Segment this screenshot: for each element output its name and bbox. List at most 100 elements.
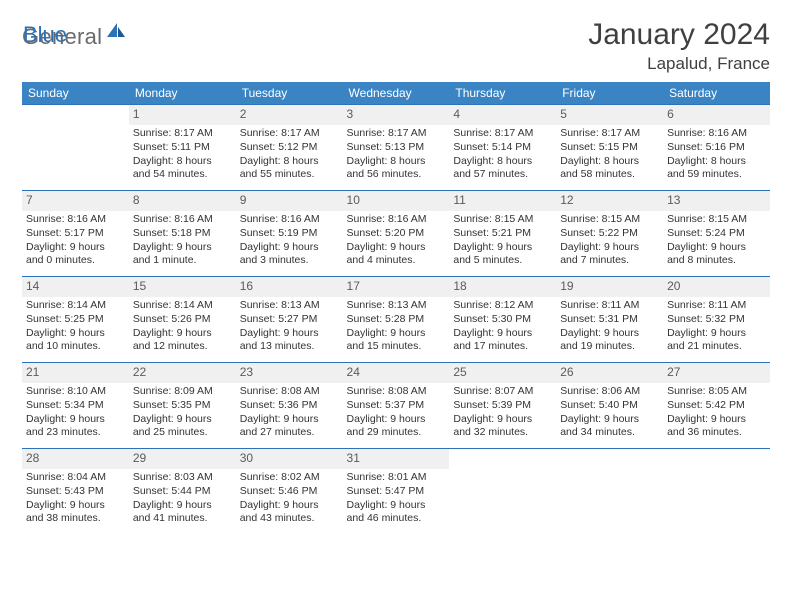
title-block: January 2024 Lapalud, France (588, 18, 770, 74)
sunrise-line: Sunrise: 8:16 AM (26, 213, 125, 227)
weekday-header: Tuesday (236, 82, 343, 105)
daylight-line-1: Daylight: 8 hours (347, 155, 446, 169)
day-number: 16 (236, 277, 343, 297)
sunset-line: Sunset: 5:11 PM (133, 141, 232, 155)
day-number: 10 (343, 191, 450, 211)
daylight-line-1: Daylight: 9 hours (26, 241, 125, 255)
sunrise-line: Sunrise: 8:14 AM (26, 299, 125, 313)
sunrise-line: Sunrise: 8:17 AM (560, 127, 659, 141)
calendar-cell: 17Sunrise: 8:13 AMSunset: 5:28 PMDayligh… (343, 277, 450, 363)
day-number: 20 (663, 277, 770, 297)
sunrise-line: Sunrise: 8:08 AM (240, 385, 339, 399)
sunset-line: Sunset: 5:37 PM (347, 399, 446, 413)
daylight-line-2: and 46 minutes. (347, 512, 446, 526)
day-number: 22 (129, 363, 236, 383)
sunset-line: Sunset: 5:46 PM (240, 485, 339, 499)
daylight-line-2: and 54 minutes. (133, 168, 232, 182)
sunrise-line: Sunrise: 8:06 AM (560, 385, 659, 399)
day-number: 5 (556, 105, 663, 125)
calendar-cell: 13 Sunrise: 8:15 AMSunset: 5:24 PMDayligh… (663, 191, 770, 277)
daylight-line-2: and 55 minutes. (240, 168, 339, 182)
sunrise-line: Sunrise: 8:11 AM (667, 299, 766, 313)
logo-text-blue: Blue (23, 22, 67, 47)
sunset-line: Sunset: 5:20 PM (347, 227, 446, 241)
sunrise-line: Sunrise: 8:10 AM (26, 385, 125, 399)
sunrise-line: Sunrise: 8:08 AM (347, 385, 446, 399)
sail-icon (105, 21, 127, 44)
sunset-line: Sunset: 5:21 PM (453, 227, 552, 241)
day-number: 9 (236, 191, 343, 211)
daylight-line-2: and 8 minutes. (667, 254, 766, 268)
sunset-line: Sunset: 5:22 PM (560, 227, 659, 241)
sunrise-line: Sunrise: 8:14 AM (133, 299, 232, 313)
day-number: 6 (663, 105, 770, 125)
daylight-line-2: and 23 minutes. (26, 426, 125, 440)
daylight-line-2: and 25 minutes. (133, 426, 232, 440)
daylight-line-1: Daylight: 9 hours (26, 499, 125, 513)
sunset-line: Sunset: 5:24 PM (667, 227, 766, 241)
day-number: 3 (343, 105, 450, 125)
sunset-line: Sunset: 5:19 PM (240, 227, 339, 241)
day-number: 18 (449, 277, 556, 297)
sunset-line: Sunset: 5:44 PM (133, 485, 232, 499)
sunset-line: Sunset: 5:18 PM (133, 227, 232, 241)
day-number: 1 (129, 105, 236, 125)
sunset-line: Sunset: 5:34 PM (26, 399, 125, 413)
daylight-line-2: and 10 minutes. (26, 340, 125, 354)
sunrise-line: Sunrise: 8:17 AM (347, 127, 446, 141)
daylight-line-1: Daylight: 9 hours (347, 327, 446, 341)
calendar-cell: 5Sunrise: 8:17 AMSunset: 5:15 PMDaylight… (556, 105, 663, 191)
daylight-line-1: Daylight: 9 hours (133, 327, 232, 341)
sunset-line: Sunset: 5:40 PM (560, 399, 659, 413)
sunrise-line: Sunrise: 8:17 AM (133, 127, 232, 141)
daylight-line-1: Daylight: 9 hours (667, 327, 766, 341)
day-number: 13 (663, 191, 770, 211)
daylight-line-2: and 38 minutes. (26, 512, 125, 526)
calendar-cell: 29Sunrise: 8:03 AMSunset: 5:44 PMDayligh… (129, 449, 236, 535)
sunrise-line: Sunrise: 8:15 AM (453, 213, 552, 227)
sunset-line: Sunset: 5:27 PM (240, 313, 339, 327)
day-number: 11 (449, 191, 556, 211)
sunrise-line: Sunrise: 8:16 AM (133, 213, 232, 227)
daylight-line-1: Daylight: 8 hours (240, 155, 339, 169)
daylight-line-1: Daylight: 9 hours (240, 241, 339, 255)
daylight-line-2: and 21 minutes. (667, 340, 766, 354)
day-number: 7 (22, 191, 129, 211)
sunset-line: Sunset: 5:13 PM (347, 141, 446, 155)
daylight-line-1: Daylight: 8 hours (560, 155, 659, 169)
calendar-cell (22, 105, 129, 191)
sunset-line: Sunset: 5:42 PM (667, 399, 766, 413)
day-number: 29 (129, 449, 236, 469)
sunrise-line: Sunrise: 8:13 AM (347, 299, 446, 313)
day-number: 24 (343, 363, 450, 383)
daylight-line-2: and 56 minutes. (347, 168, 446, 182)
day-number: 12 (556, 191, 663, 211)
day-number: 8 (129, 191, 236, 211)
day-number: 31 (343, 449, 450, 469)
calendar-cell: 4Sunrise: 8:17 AMSunset: 5:14 PMDaylight… (449, 105, 556, 191)
daylight-line-1: Daylight: 9 hours (347, 413, 446, 427)
daylight-line-2: and 19 minutes. (560, 340, 659, 354)
sunset-line: Sunset: 5:32 PM (667, 313, 766, 327)
calendar-table: SundayMondayTuesdayWednesdayThursdayFrid… (22, 82, 770, 535)
weekday-header: Thursday (449, 82, 556, 105)
calendar-cell: 26 Sunrise: 8:06 AMSunset: 5:40 PMDayligh… (556, 363, 663, 449)
sunrise-line: Sunrise: 8:16 AM (240, 213, 339, 227)
sunrise-line: Sunrise: 8:12 AM (453, 299, 552, 313)
calendar-cell: 25Sunrise: 8:07 AMSunset: 5:39 PMDayligh… (449, 363, 556, 449)
sunrise-line: Sunrise: 8:13 AM (240, 299, 339, 313)
daylight-line-1: Daylight: 9 hours (240, 499, 339, 513)
day-number: 26 (556, 363, 663, 383)
day-number: 4 (449, 105, 556, 125)
weekday-header: Friday (556, 82, 663, 105)
daylight-line-1: Daylight: 9 hours (560, 413, 659, 427)
sunrise-line: Sunrise: 8:17 AM (453, 127, 552, 141)
sunrise-line: Sunrise: 8:15 AM (667, 213, 766, 227)
day-number: 2 (236, 105, 343, 125)
calendar-cell: 30Sunrise: 8:02 AMSunset: 5:46 PMDayligh… (236, 449, 343, 535)
daylight-line-1: Daylight: 9 hours (133, 241, 232, 255)
calendar-cell: 23Sunrise: 8:08 AMSunset: 5:36 PMDayligh… (236, 363, 343, 449)
page-title: January 2024 (588, 18, 770, 52)
daylight-line-1: Daylight: 9 hours (667, 241, 766, 255)
day-number: 23 (236, 363, 343, 383)
